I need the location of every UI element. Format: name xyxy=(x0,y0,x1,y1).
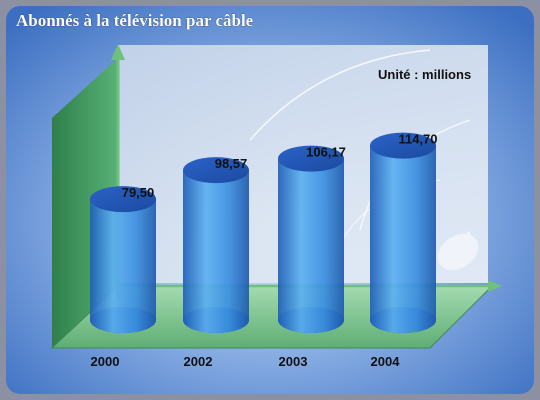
bar-base-front xyxy=(278,320,344,333)
bar-top xyxy=(90,186,156,213)
x-tick-label: 2000 xyxy=(91,354,120,369)
bar-base-front xyxy=(370,320,436,333)
chart-title: Abonnés à la télévision par câble xyxy=(16,11,254,30)
bar-top xyxy=(370,132,436,159)
bar-top xyxy=(278,145,344,172)
x-tick-label: 2002 xyxy=(184,354,213,369)
x-axis-arrow-icon xyxy=(488,280,502,292)
x-tick-labels: 2000 2002 2003 2004 xyxy=(91,354,401,369)
satellite-dish-icon xyxy=(437,230,479,271)
y-axis-arrow-icon xyxy=(111,44,125,60)
bar-value-label: 79,50 xyxy=(122,185,155,200)
bar: 79,50 xyxy=(90,185,156,333)
bar-value-label: 114,70 xyxy=(398,132,437,147)
bar-body xyxy=(183,170,249,320)
unit-label: Unité : millions xyxy=(378,67,471,82)
bar-body xyxy=(370,145,436,320)
bar: 106,17 xyxy=(278,145,346,333)
bar-body xyxy=(278,158,344,320)
bar-series: 79,50 98,57 106,17 114,70 xyxy=(90,132,438,333)
x-tick-label: 2004 xyxy=(371,354,401,369)
bar-base-front xyxy=(183,320,249,333)
bar: 114,70 xyxy=(370,132,438,333)
bar-value-label: 98,57 xyxy=(215,156,248,171)
bar-base-front xyxy=(90,320,156,333)
x-tick-label: 2003 xyxy=(279,354,308,369)
bar-top xyxy=(183,157,249,184)
bar: 98,57 xyxy=(183,156,249,333)
bar-value-label: 106,17 xyxy=(306,145,346,160)
bar-body xyxy=(90,199,156,320)
back-wall-arc xyxy=(249,49,431,141)
